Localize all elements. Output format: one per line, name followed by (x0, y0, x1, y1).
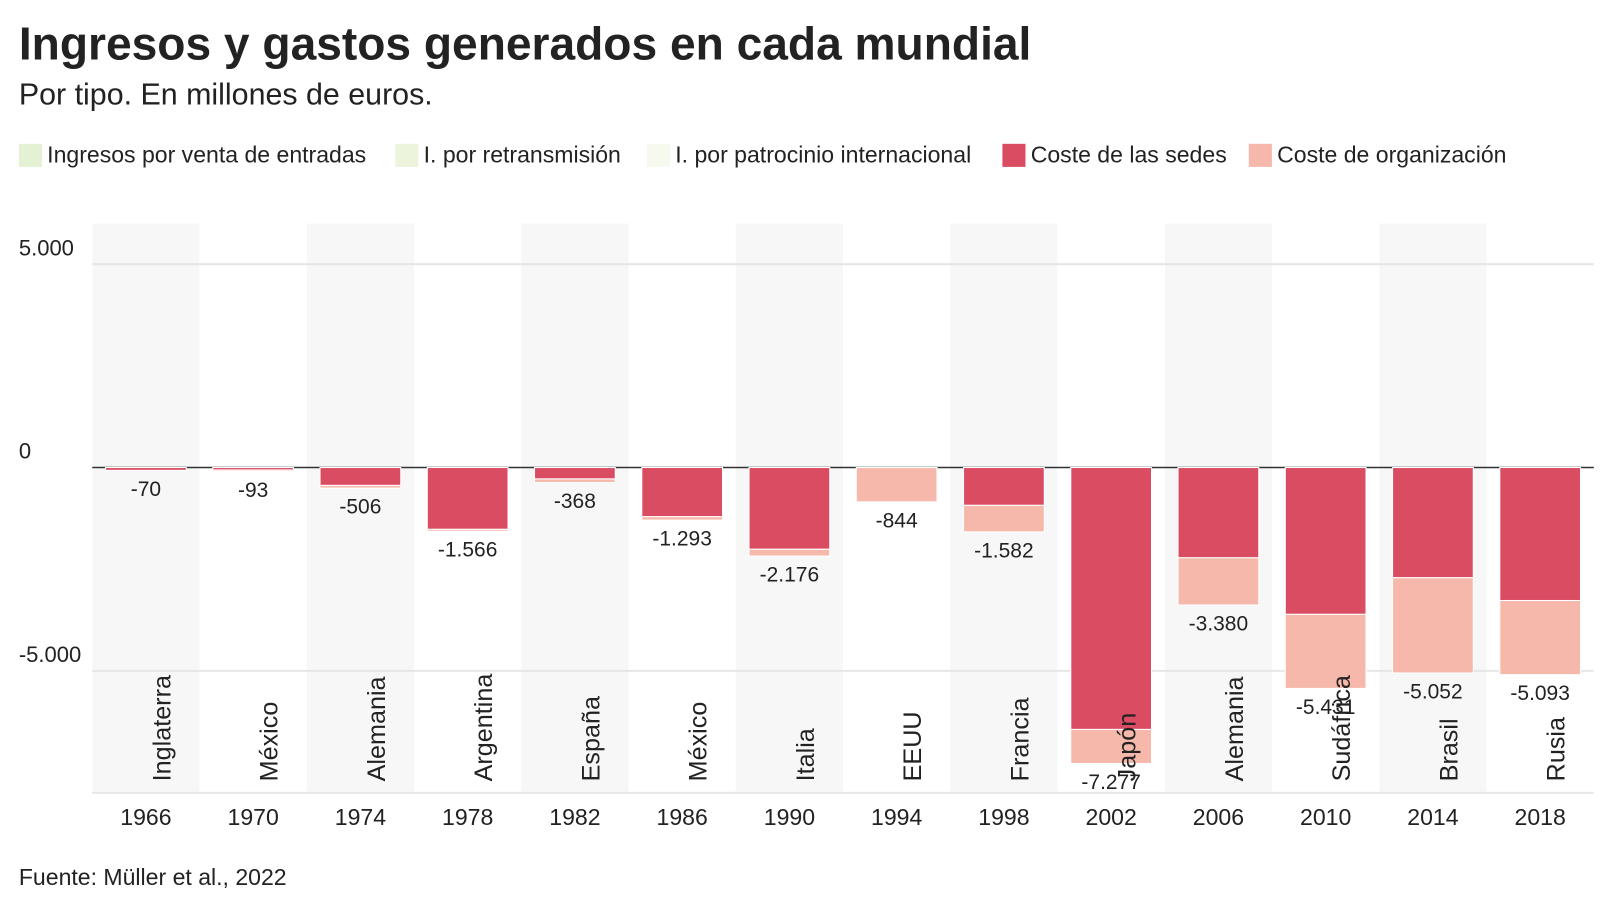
x-tick-label: 2002 (1086, 804, 1137, 830)
total-label: -5.093 (1510, 682, 1569, 705)
legend-swatch (1248, 143, 1272, 167)
bar-segment (1070, 728, 1153, 764)
x-tick-label: 2014 (1407, 804, 1458, 830)
bar-segment (641, 467, 724, 518)
bar-segment (855, 467, 938, 503)
bar-segment (641, 516, 724, 521)
bar-segment (1070, 467, 1153, 730)
bar-segment (1499, 599, 1582, 676)
host-label: Brasil (1435, 718, 1463, 781)
band-background (92, 223, 200, 793)
legend-swatch (395, 143, 419, 167)
total-label: -1.293 (652, 528, 711, 551)
host-label: Alemania (1221, 676, 1249, 781)
host-label: Italia (792, 728, 820, 781)
bar-segment (426, 467, 509, 530)
total-label: -506 (339, 496, 381, 519)
band-background (521, 223, 629, 793)
x-tick-label: 2010 (1300, 804, 1351, 830)
total-label: -93 (238, 479, 268, 502)
bar-segment (1499, 467, 1582, 602)
bar-segment (534, 467, 616, 480)
y-tick-label: 0 (19, 439, 31, 464)
bar-segment (1284, 613, 1367, 689)
bar-segment (963, 504, 1045, 533)
total-label: -70 (131, 478, 161, 501)
host-label: Sudáfrica (1328, 675, 1356, 781)
legend-label: Coste de organización (1277, 142, 1506, 168)
host-label: México (256, 702, 284, 782)
source: Fuente: Müller et al., 2022 (19, 864, 287, 890)
bar-segment (1392, 467, 1474, 579)
legend-label: I. por patrocinio internacional (675, 142, 971, 168)
bar-segment (105, 467, 187, 471)
total-label: -844 (876, 509, 918, 532)
bar-segment (963, 467, 1045, 506)
x-tick-label: 1966 (120, 804, 171, 830)
x-tick-label: 1998 (978, 804, 1029, 830)
x-tick-label: 2006 (1193, 804, 1244, 830)
x-tick-label: 1970 (228, 804, 279, 830)
host-label: Francia (1006, 697, 1034, 781)
host-label: Alemania (363, 676, 391, 781)
total-label: -1.566 (438, 539, 497, 562)
y-tick-label: 5.000 (19, 235, 74, 260)
bar-segment (212, 469, 295, 472)
legend-label: I. por retransmisión (424, 142, 621, 168)
total-label: -3.380 (1189, 612, 1248, 635)
chart-subtitle: Por tipo. En millones de euros. (19, 78, 433, 112)
bar-segment (1177, 557, 1260, 606)
x-tick-label: 1982 (549, 804, 600, 830)
bar-segment (1177, 467, 1260, 559)
x-tick-label: 1990 (764, 804, 815, 830)
x-tick-label: 1978 (442, 804, 493, 830)
total-label: -368 (554, 490, 596, 513)
legend-swatch (18, 143, 42, 167)
legend-swatch (1002, 143, 1026, 167)
bar-segment (426, 528, 509, 532)
x-tick-label: 1974 (335, 804, 386, 830)
total-label: -7.277 (1081, 771, 1140, 794)
x-tick-label: 1994 (871, 804, 922, 830)
bar-segment (748, 467, 831, 550)
y-tick-label: -5.000 (19, 642, 81, 667)
host-label: Argentina (470, 674, 498, 782)
host-label: EEUU (899, 711, 927, 781)
total-label: -5.052 (1403, 680, 1462, 703)
legend-swatch (646, 143, 671, 167)
total-label: -1.582 (974, 539, 1033, 562)
host-label: Rusia (1543, 717, 1571, 781)
bar-segment (1284, 467, 1367, 615)
chart-title: Ingresos y gastos generados en cada mund… (19, 18, 1032, 70)
band-background (306, 223, 415, 793)
bar-segment (319, 484, 402, 489)
host-label: México (685, 702, 713, 782)
legend-label: Coste de las sedes (1031, 142, 1227, 168)
total-label: -2.176 (760, 563, 819, 586)
bar-segment (534, 478, 616, 484)
bar-segment (748, 548, 831, 557)
bar-segment (1392, 577, 1474, 674)
host-label: Japón (1114, 713, 1142, 782)
bar-segment (319, 467, 402, 486)
x-tick-label: 2018 (1515, 804, 1566, 830)
legend-label: Ingresos por venta de entradas (47, 142, 366, 168)
total-label: -5.431 (1296, 696, 1355, 719)
host-label: Inglaterra (148, 675, 176, 781)
x-tick-label: 1986 (657, 804, 708, 830)
host-label: España (577, 696, 605, 781)
